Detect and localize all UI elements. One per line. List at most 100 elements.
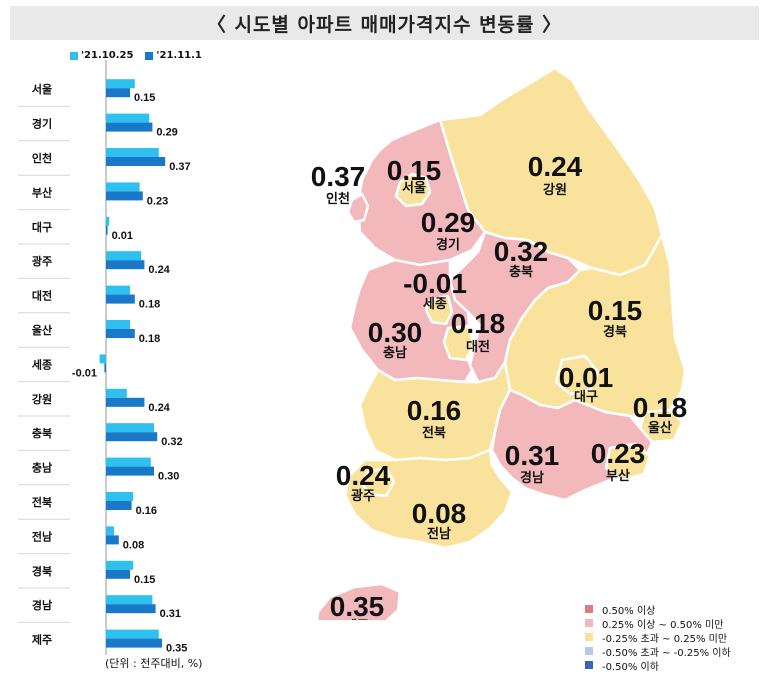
value-label: 0.30 [158, 471, 179, 483]
map-legend-row: 0.25% 이상 ~ 0.50% 미만 [585, 616, 731, 631]
map-value-jeonbuk: 0.16 [407, 395, 462, 426]
map-value-jeju: 0.35 [330, 591, 385, 620]
map-name-incheon: 인천 [326, 191, 350, 206]
category-label: 경남 [32, 598, 52, 612]
category-label: 경기 [32, 117, 52, 131]
value-label: 0.16 [136, 505, 157, 517]
map-name-gyeonggi: 경기 [436, 237, 460, 252]
map-legend-swatch [585, 619, 593, 627]
bar-curr [106, 432, 158, 442]
bar-curr [106, 191, 143, 201]
map-value-chungbuk: 0.32 [494, 236, 549, 267]
value-label: 0.18 [139, 299, 160, 311]
map-name-chungbuk: 충북 [509, 264, 533, 279]
category-label: 충남 [32, 461, 52, 475]
map-legend-swatch [585, 605, 593, 613]
value-label: 0.32 [161, 436, 182, 448]
map-value-incheon: 0.37 [311, 161, 366, 192]
bar-prev [106, 492, 134, 501]
map-legend-swatch [585, 661, 593, 669]
category-label: 충북 [32, 426, 52, 440]
bar-curr [106, 122, 153, 132]
value-label: 0.37 [169, 161, 190, 173]
map-name-gyeongbuk: 경북 [603, 324, 627, 339]
category-label: 광주 [32, 255, 52, 268]
map-value-ulsan: 0.18 [633, 392, 688, 423]
chart-title: 〈 시도별 아파트 매매가격지수 변동률 〉 [206, 13, 563, 36]
region-chungnam [348, 258, 474, 384]
category-label: 대구 [32, 220, 52, 234]
category-label: 서울 [32, 82, 52, 96]
map-name-seoul: 서울 [402, 180, 426, 195]
map-legend-swatch [585, 633, 593, 641]
category-label: 제주 [32, 633, 52, 647]
region-jeju [315, 582, 402, 620]
map-value-busan: 0.23 [591, 438, 646, 469]
region-sejong [424, 294, 454, 326]
value-label: 0.24 [148, 264, 170, 276]
map-value-daejeon: 0.18 [451, 308, 506, 339]
legend-label-prev: '21.10.25 [81, 50, 134, 61]
region-daegu [554, 354, 600, 396]
category-label: 대전 [32, 289, 52, 303]
region-daejeon [442, 324, 476, 362]
map-name-daejeon: 대전 [466, 339, 490, 354]
map-name-gwangju: 광주 [351, 488, 375, 503]
map-name-jeonnam: 전남 [427, 526, 451, 541]
map-value-gyeongnam: 0.31 [505, 440, 560, 471]
bar-curr [106, 466, 154, 476]
bar-prev [106, 526, 114, 536]
map-legend-row: -0.25% 초과 ~ 0.25% 미만 [585, 630, 731, 645]
bar-curr [106, 88, 130, 98]
category-label: 강원 [32, 392, 52, 406]
bar-curr [106, 329, 135, 338]
value-label: 0.35 [166, 643, 187, 655]
map-labels: 0.37 인천 0.15 서울 0.29 경기 0.24 강원 0.32 충북 … [311, 151, 688, 620]
legend-swatch-prev [70, 51, 78, 60]
bar-curr [106, 604, 156, 614]
region-incheon [346, 192, 370, 224]
value-label: 0.18 [139, 333, 160, 345]
bar-prev [106, 560, 134, 570]
value-label: -0.01 [72, 367, 97, 379]
map-legend-row: -0.50% 초과 ~ -0.25% 이하 [585, 644, 731, 659]
map-legend-swatch [585, 647, 593, 655]
region-gwangju [360, 466, 396, 498]
map-legend-label: -0.25% 초과 ~ 0.25% 미만 [602, 633, 728, 645]
category-label: 전북 [32, 495, 52, 509]
map-name-daegu: 대구 [574, 389, 598, 404]
series-legend: '21.10.25 '21.11.1 [70, 50, 202, 61]
map-value-gyeonggi: 0.29 [421, 207, 476, 238]
map-legend-label: -0.50% 이하 [602, 661, 659, 673]
bar-chart: 서울 0.15 경기 0.29 인천 0.37 부산 0.23 대구 0.01 광주 0.24 대전 0.… [18, 60, 191, 655]
value-label: 0.08 [123, 539, 144, 551]
map-value-sejong: -0.01 [403, 268, 467, 299]
value-label: 0.23 [147, 195, 168, 207]
legend-label-curr: '21.11.1 [156, 50, 202, 61]
map-value-chungnam: 0.30 [368, 317, 423, 348]
bar-curr [106, 157, 166, 166]
unit-note: (단위 : 전주대비, %) [105, 657, 203, 670]
legend-item-prev: '21.10.25 [70, 50, 133, 61]
legend-item-curr: '21.11.1 [145, 50, 202, 61]
map-value-gwangju: 0.24 [336, 460, 391, 491]
map-name-jeonbuk: 전북 [422, 425, 446, 440]
bar-prev [106, 251, 142, 261]
value-label: 0.31 [160, 608, 181, 620]
category-label: 인천 [32, 151, 52, 165]
map-name-busan: 부산 [606, 468, 630, 483]
bar-curr [106, 535, 119, 545]
legend-swatch-curr [145, 51, 154, 60]
region-seoul [394, 172, 432, 208]
map-name-gyeongnam: 경남 [520, 470, 544, 485]
category-label: 울산 [32, 323, 52, 337]
bar-prev [106, 457, 151, 467]
map-legend: 0.50% 이상 0.25% 이상 ~ 0.50% 미만 -0.25% 초과 ~… [585, 602, 731, 673]
bar-curr [106, 294, 135, 304]
bar-curr [106, 501, 132, 510]
value-label: 0.15 [134, 574, 155, 586]
title-bar: 〈 시도별 아파트 매매가격지수 변동률 〉 [10, 6, 759, 40]
bar-curr [106, 638, 162, 648]
map-name-chungnam: 충남 [383, 345, 407, 360]
bar-prev [106, 629, 159, 639]
